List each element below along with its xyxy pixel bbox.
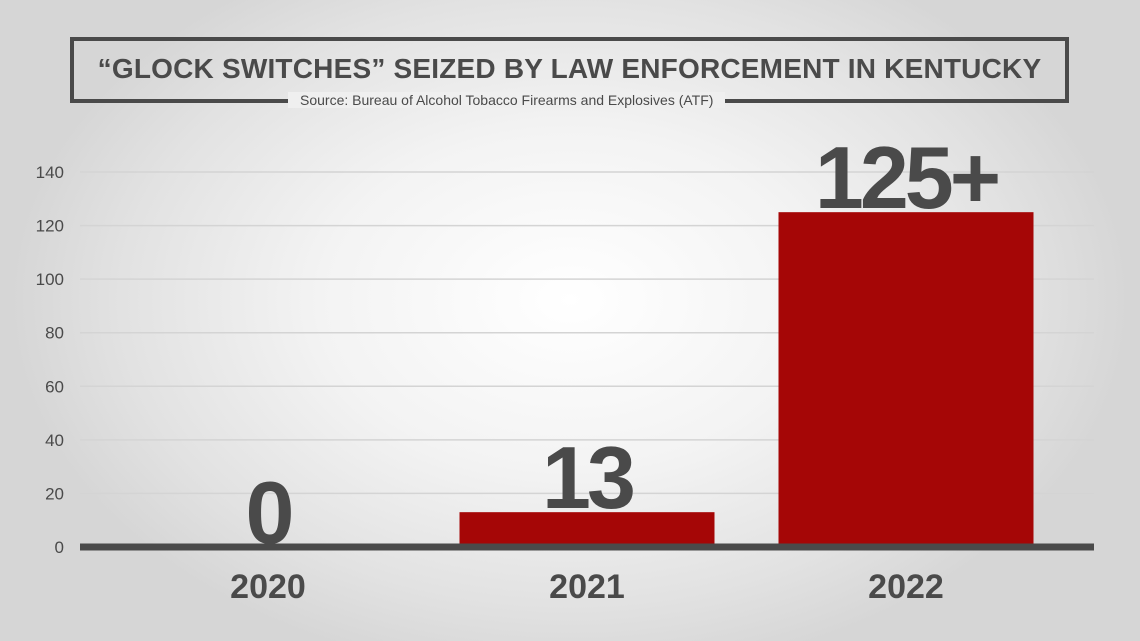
data-label-2021: 13 <box>542 428 633 527</box>
y-tick-label: 60 <box>45 377 64 396</box>
y-tick-label: 140 <box>36 163 64 182</box>
y-tick-label: 80 <box>45 324 64 343</box>
chart-source: Source: Bureau of Alcohol Tobacco Firear… <box>288 92 726 108</box>
y-tick-label: 120 <box>36 217 64 236</box>
bar-2021 <box>459 512 715 547</box>
chart-title: “GLOCK SWITCHES” SEIZED BY LAW ENFORCEME… <box>97 53 1042 84</box>
y-tick-label: 100 <box>36 270 64 289</box>
x-tick-label: 2021 <box>549 568 625 606</box>
y-axis-ticks: 0 20 40 60 80 100 120 140 <box>36 163 64 557</box>
x-tick-label: 2020 <box>230 568 306 606</box>
data-label-2022: 125+ <box>815 128 998 227</box>
y-tick-label: 40 <box>45 431 64 450</box>
data-label-2020: 0 <box>246 463 292 562</box>
x-tick-label: 2022 <box>868 568 944 606</box>
bars <box>459 212 1034 547</box>
data-labels: 0 13 125+ <box>246 128 1002 562</box>
bar-2022 <box>778 212 1034 547</box>
y-tick-label: 20 <box>45 484 64 503</box>
x-axis-ticks: 2020 2021 2022 <box>230 568 944 606</box>
y-tick-label: 0 <box>55 538 64 557</box>
